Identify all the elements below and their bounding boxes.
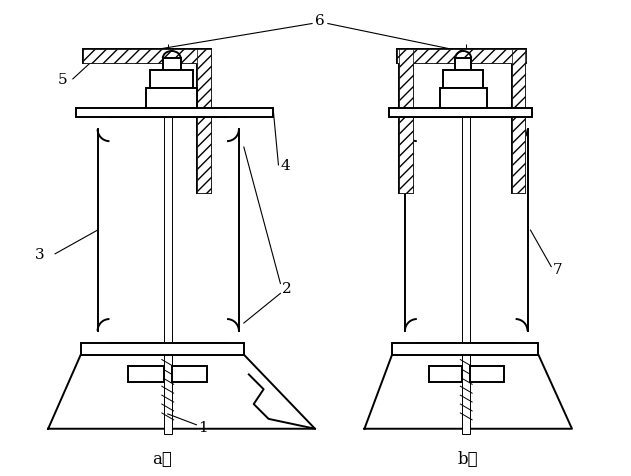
Polygon shape (365, 355, 572, 429)
Polygon shape (48, 355, 315, 429)
Bar (164, 113, 172, 434)
Text: 1: 1 (198, 420, 208, 434)
Bar (198, 50, 211, 193)
Bar (440, 89, 487, 109)
Bar (399, 50, 413, 193)
Bar (397, 50, 526, 64)
Bar (83, 50, 209, 64)
Text: 6: 6 (315, 13, 325, 28)
Text: 5: 5 (58, 73, 68, 87)
Text: 4: 4 (280, 159, 290, 172)
Bar (463, 113, 470, 434)
Bar (392, 343, 538, 355)
Bar (456, 59, 471, 71)
Bar (81, 343, 244, 355)
Bar (146, 89, 198, 109)
Text: 7: 7 (553, 262, 563, 276)
Bar (512, 50, 524, 193)
Bar (76, 109, 273, 118)
Bar (428, 367, 463, 383)
Bar (397, 50, 526, 64)
Bar (470, 367, 504, 383)
Text: 3: 3 (35, 248, 45, 261)
Bar (444, 71, 483, 89)
Text: 2: 2 (283, 282, 292, 296)
Text: a）: a） (152, 450, 172, 467)
Bar (163, 59, 180, 71)
Bar (128, 367, 164, 383)
Text: b）: b） (458, 450, 478, 467)
Bar (150, 71, 194, 89)
Bar (512, 50, 524, 193)
Bar (399, 50, 413, 193)
Bar (172, 367, 207, 383)
Bar (389, 109, 533, 118)
Bar (83, 50, 209, 64)
Bar (198, 50, 211, 193)
